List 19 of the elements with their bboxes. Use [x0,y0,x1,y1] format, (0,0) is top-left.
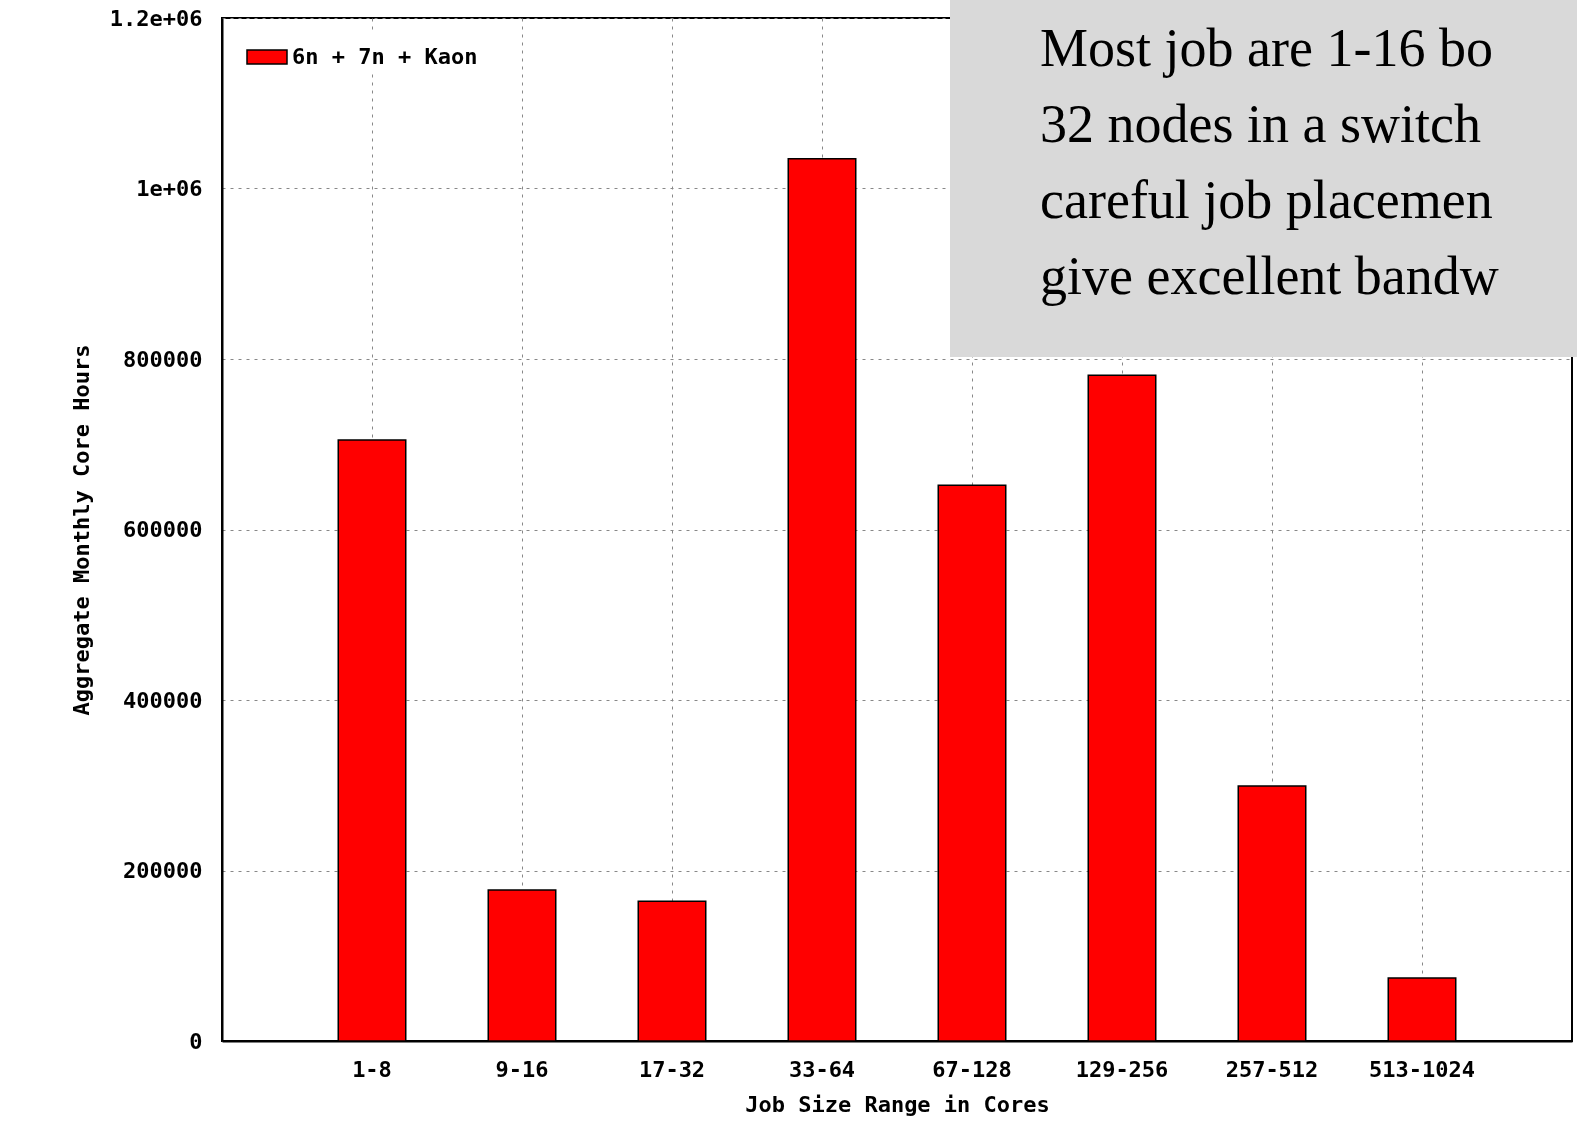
x-tick-label: 257-512 [1225,1056,1319,1082]
y-tick-label: 1e+06 [136,176,203,201]
x-tick-label: 67-128 [932,1056,1012,1082]
y-tick-label: 0 [189,1028,203,1054]
x-tick-label: 1-8 [352,1056,392,1082]
x-tick-label: 17-32 [638,1056,706,1082]
y-tick-label: 400000 [123,687,203,713]
y-tick-label: 1.2e+06 [109,5,203,31]
annotation: Most job are 1-16 bo 32 nodes in a switch careful job placemen give excellent bandw [950,0,1577,357]
y-tick-label: 800000 [123,346,203,372]
y-tick-label: 200000 [123,858,203,883]
x-tick-label: 9-16 [495,1056,549,1082]
x-tick-label: 129-256 [1075,1056,1169,1082]
x-tick-label: 513-1024 [1369,1056,1475,1082]
y-tick-label: 600000 [123,517,203,542]
x-tick-label: 33-64 [788,1056,856,1082]
y-axis-title: Aggregate Monthly Core Hours [68,344,94,716]
x-axis-title: Job Size Range in Cores [745,1091,1050,1117]
legend-label: 6n + 7n + Kaon [292,44,478,69]
